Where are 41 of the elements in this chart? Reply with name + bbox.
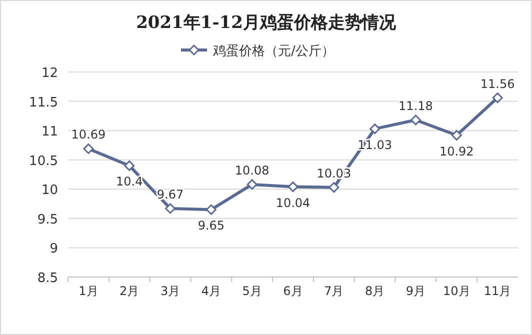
x-tick-label: 11月 <box>484 284 512 298</box>
x-tick-label: 3月 <box>160 284 180 298</box>
x-tick-label: 8月 <box>365 284 385 298</box>
point <box>410 114 421 126</box>
x-tick-label: 6月 <box>283 284 303 298</box>
data-label: 9.67 <box>156 187 184 202</box>
y-tick-label: 10.5 <box>29 154 58 169</box>
data-label: 10.04 <box>276 196 310 210</box>
y-tick-label: 12 <box>41 66 58 81</box>
y-tick-label: 11.5 <box>29 95 58 110</box>
x-tick-label: 2月 <box>120 284 140 298</box>
x-tick-label: 7月 <box>324 284 344 298</box>
point <box>288 182 298 192</box>
y-tick-label: 10 <box>41 183 58 198</box>
legend-label: 鸡蛋价格（元/公斤） <box>212 44 334 59</box>
point <box>83 143 94 154</box>
x-tick-label: 9月 <box>406 284 426 298</box>
point <box>451 130 462 141</box>
y-tick-label: 9.5 <box>37 212 58 228</box>
point <box>328 182 340 193</box>
x-tick-label: 1月 <box>78 284 98 298</box>
y-tick-label: 11 <box>41 124 58 140</box>
chart-title: 2021年1-12月鸡蛋价格走势情况 <box>136 13 397 33</box>
point <box>124 160 135 171</box>
y-tick-label: 8.5 <box>37 271 58 286</box>
data-label: 10.08 <box>234 163 270 178</box>
point <box>165 203 176 214</box>
point <box>206 204 216 215</box>
data-label: 10.92 <box>439 144 474 158</box>
data-label: 9.65 <box>198 218 225 233</box>
x-tick-label: 4月 <box>201 284 221 298</box>
x-tick-label: 10月 <box>442 284 470 298</box>
point <box>246 179 258 190</box>
data-label: 11.18 <box>398 99 433 114</box>
point <box>492 92 503 104</box>
y-tick-label: 9 <box>50 242 58 257</box>
data-label: 11.56 <box>480 76 515 91</box>
x-tick-label: 5月 <box>242 284 262 298</box>
point <box>370 124 380 134</box>
data-label: 10.4 <box>116 174 143 189</box>
data-label: 10.69 <box>71 128 106 142</box>
